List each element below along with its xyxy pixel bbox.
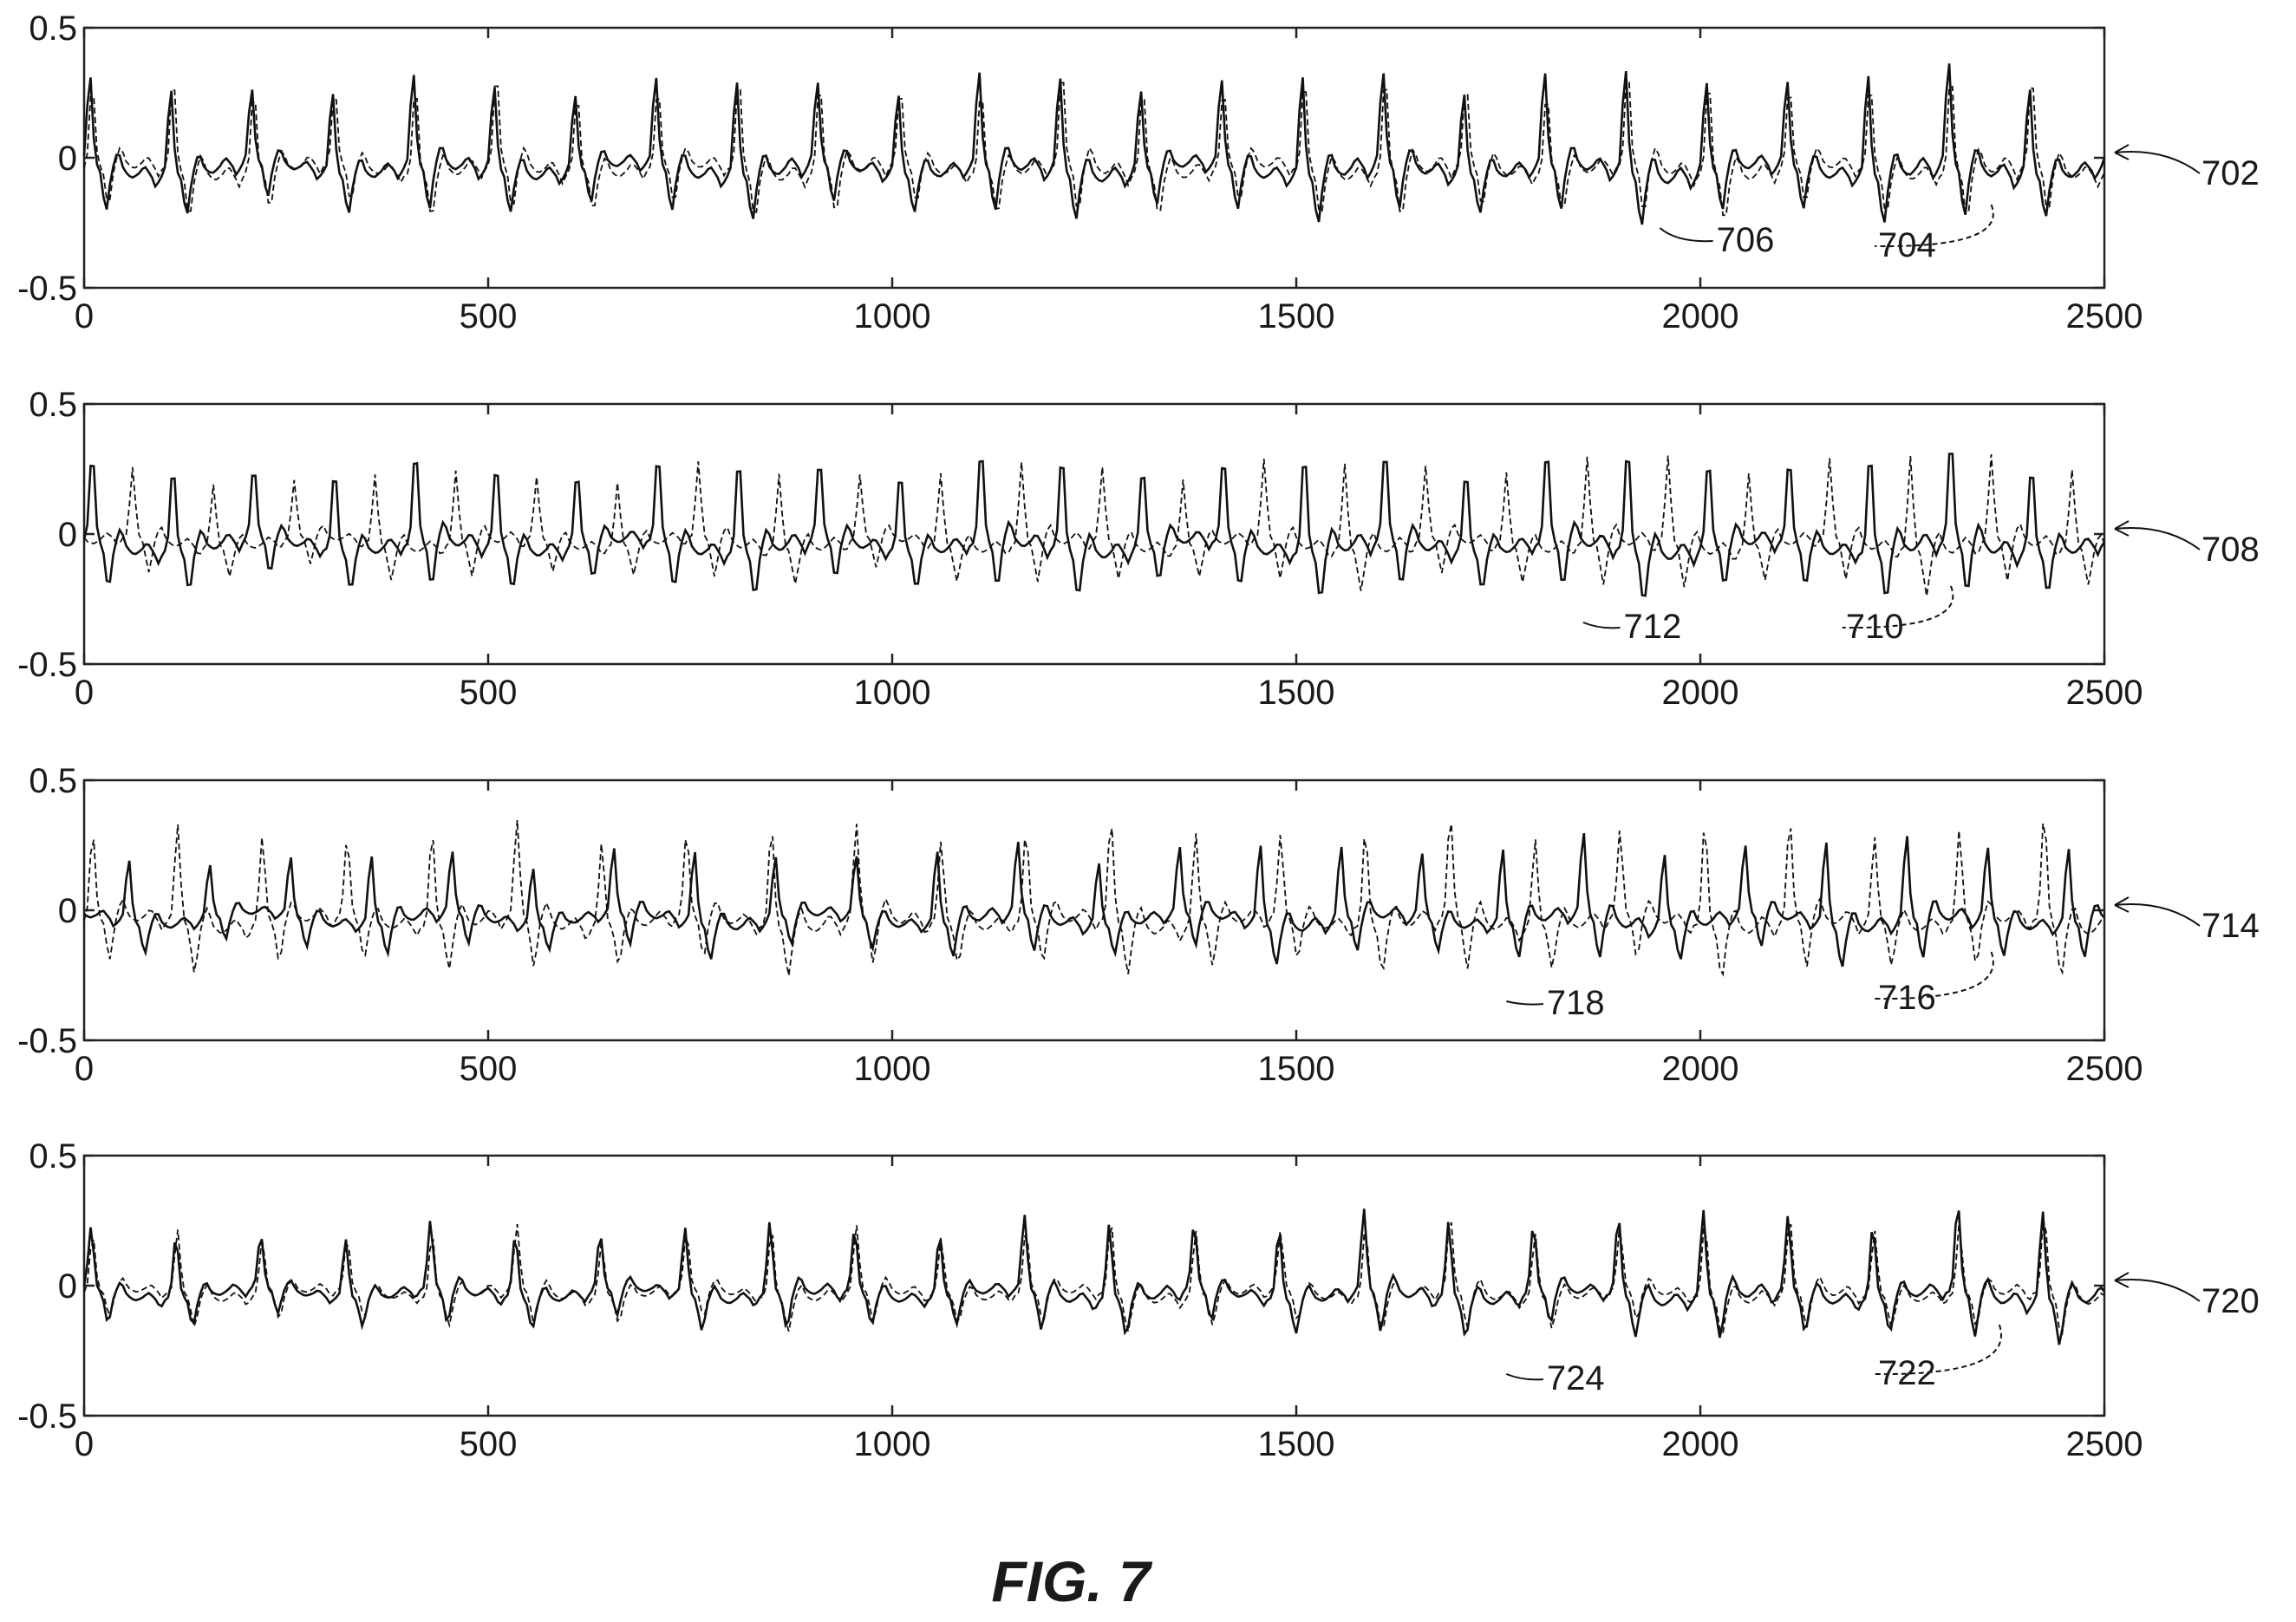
x-tick-label: 1500 <box>1258 1050 1335 1088</box>
series-line-712 <box>82 453 2106 597</box>
panel-ref-leader <box>2114 527 2201 550</box>
callout-label-724: 724 <box>1547 1359 1605 1397</box>
x-tick-label: 2000 <box>1662 674 1739 712</box>
x-tick-label: 1000 <box>854 674 931 712</box>
x-tick-label: 0 <box>75 1425 94 1463</box>
y-tick-label: -0.5 <box>17 1397 77 1436</box>
panel-ref-label: 720 <box>2201 1282 2260 1320</box>
x-tick-label: 1500 <box>1258 297 1335 335</box>
callout-label-710: 710 <box>1846 608 1904 646</box>
x-tick-label: 500 <box>460 674 518 712</box>
panel-ref-leader <box>2114 903 2201 927</box>
series-line-710 <box>83 453 2105 596</box>
y-tick-label: 0 <box>58 892 77 930</box>
callout-leader-718 <box>1506 1000 1544 1006</box>
panel-ref-arrowhead <box>2114 896 2130 913</box>
x-tick-label: 1000 <box>854 1425 931 1463</box>
x-tick-label: 2500 <box>2066 1050 2143 1088</box>
callout-label-722: 722 <box>1878 1354 1936 1392</box>
callout-label-712: 712 <box>1623 608 1681 646</box>
y-tick-label: 0.5 <box>29 1137 77 1176</box>
figure-caption: FIG. 7 <box>991 1549 1153 1613</box>
x-tick-label: 2000 <box>1662 1425 1739 1463</box>
panel-ref-arrowhead <box>2114 144 2130 160</box>
x-tick-label: 1000 <box>854 297 931 335</box>
callout-leader-712 <box>1582 622 1621 629</box>
x-tick-label: 1000 <box>854 1050 931 1088</box>
y-tick-label: 0 <box>58 516 77 554</box>
y-tick-label: -0.5 <box>17 270 77 308</box>
callout-leader-722 <box>1875 1324 2002 1376</box>
x-tick-label: 500 <box>460 297 518 335</box>
series-line-724 <box>82 1208 2106 1345</box>
x-tick-label: 2000 <box>1662 297 1739 335</box>
plot-frame <box>82 402 2106 666</box>
x-tick-label: 0 <box>75 1050 94 1088</box>
series-line-706 <box>82 63 2106 225</box>
panel-ref-leader <box>2114 151 2201 174</box>
callout-leader-724 <box>1505 1373 1544 1381</box>
x-tick-label: 500 <box>460 1425 518 1463</box>
y-tick-label: 0 <box>58 1267 77 1306</box>
panel-ref-arrowhead <box>2114 520 2130 537</box>
x-tick-label: 2500 <box>2066 1425 2143 1463</box>
callout-label-718: 718 <box>1547 984 1605 1022</box>
panel-ref-label: 702 <box>2201 154 2260 192</box>
x-tick-label: 500 <box>460 1050 518 1088</box>
callout-leader-704 <box>1875 204 1994 248</box>
plot-frame <box>82 1154 2106 1417</box>
series-line-716 <box>83 819 2105 977</box>
panel-ref-leader <box>2114 1279 2201 1302</box>
panel-ref-label: 708 <box>2201 531 2260 569</box>
x-tick-label: 2500 <box>2066 674 2143 712</box>
x-tick-label: 1500 <box>1258 1425 1335 1463</box>
y-tick-label: 0.5 <box>29 386 77 424</box>
x-tick-label: 1500 <box>1258 674 1335 712</box>
callout-label-716: 716 <box>1878 979 1936 1017</box>
series-line-718 <box>83 832 2105 967</box>
callout-leader-706 <box>1659 227 1713 243</box>
panel-ref-arrowhead <box>2114 1272 2130 1288</box>
y-tick-label: 0.5 <box>29 762 77 800</box>
y-tick-label: 0.5 <box>29 10 77 48</box>
callout-leader-716 <box>1875 951 1994 1000</box>
series-line-704 <box>83 81 2105 217</box>
x-tick-label: 2500 <box>2066 297 2143 335</box>
y-tick-label: 0 <box>58 140 77 178</box>
x-tick-label: 2000 <box>1662 1050 1739 1088</box>
y-tick-label: -0.5 <box>17 1022 77 1060</box>
callout-leader-710 <box>1842 585 1954 629</box>
x-tick-label: 0 <box>75 297 94 335</box>
y-tick-label: -0.5 <box>17 646 77 684</box>
panel-ref-label: 714 <box>2201 907 2260 945</box>
callout-label-704: 704 <box>1878 226 1936 264</box>
callout-label-706: 706 <box>1717 221 1775 259</box>
x-tick-label: 0 <box>75 674 94 712</box>
